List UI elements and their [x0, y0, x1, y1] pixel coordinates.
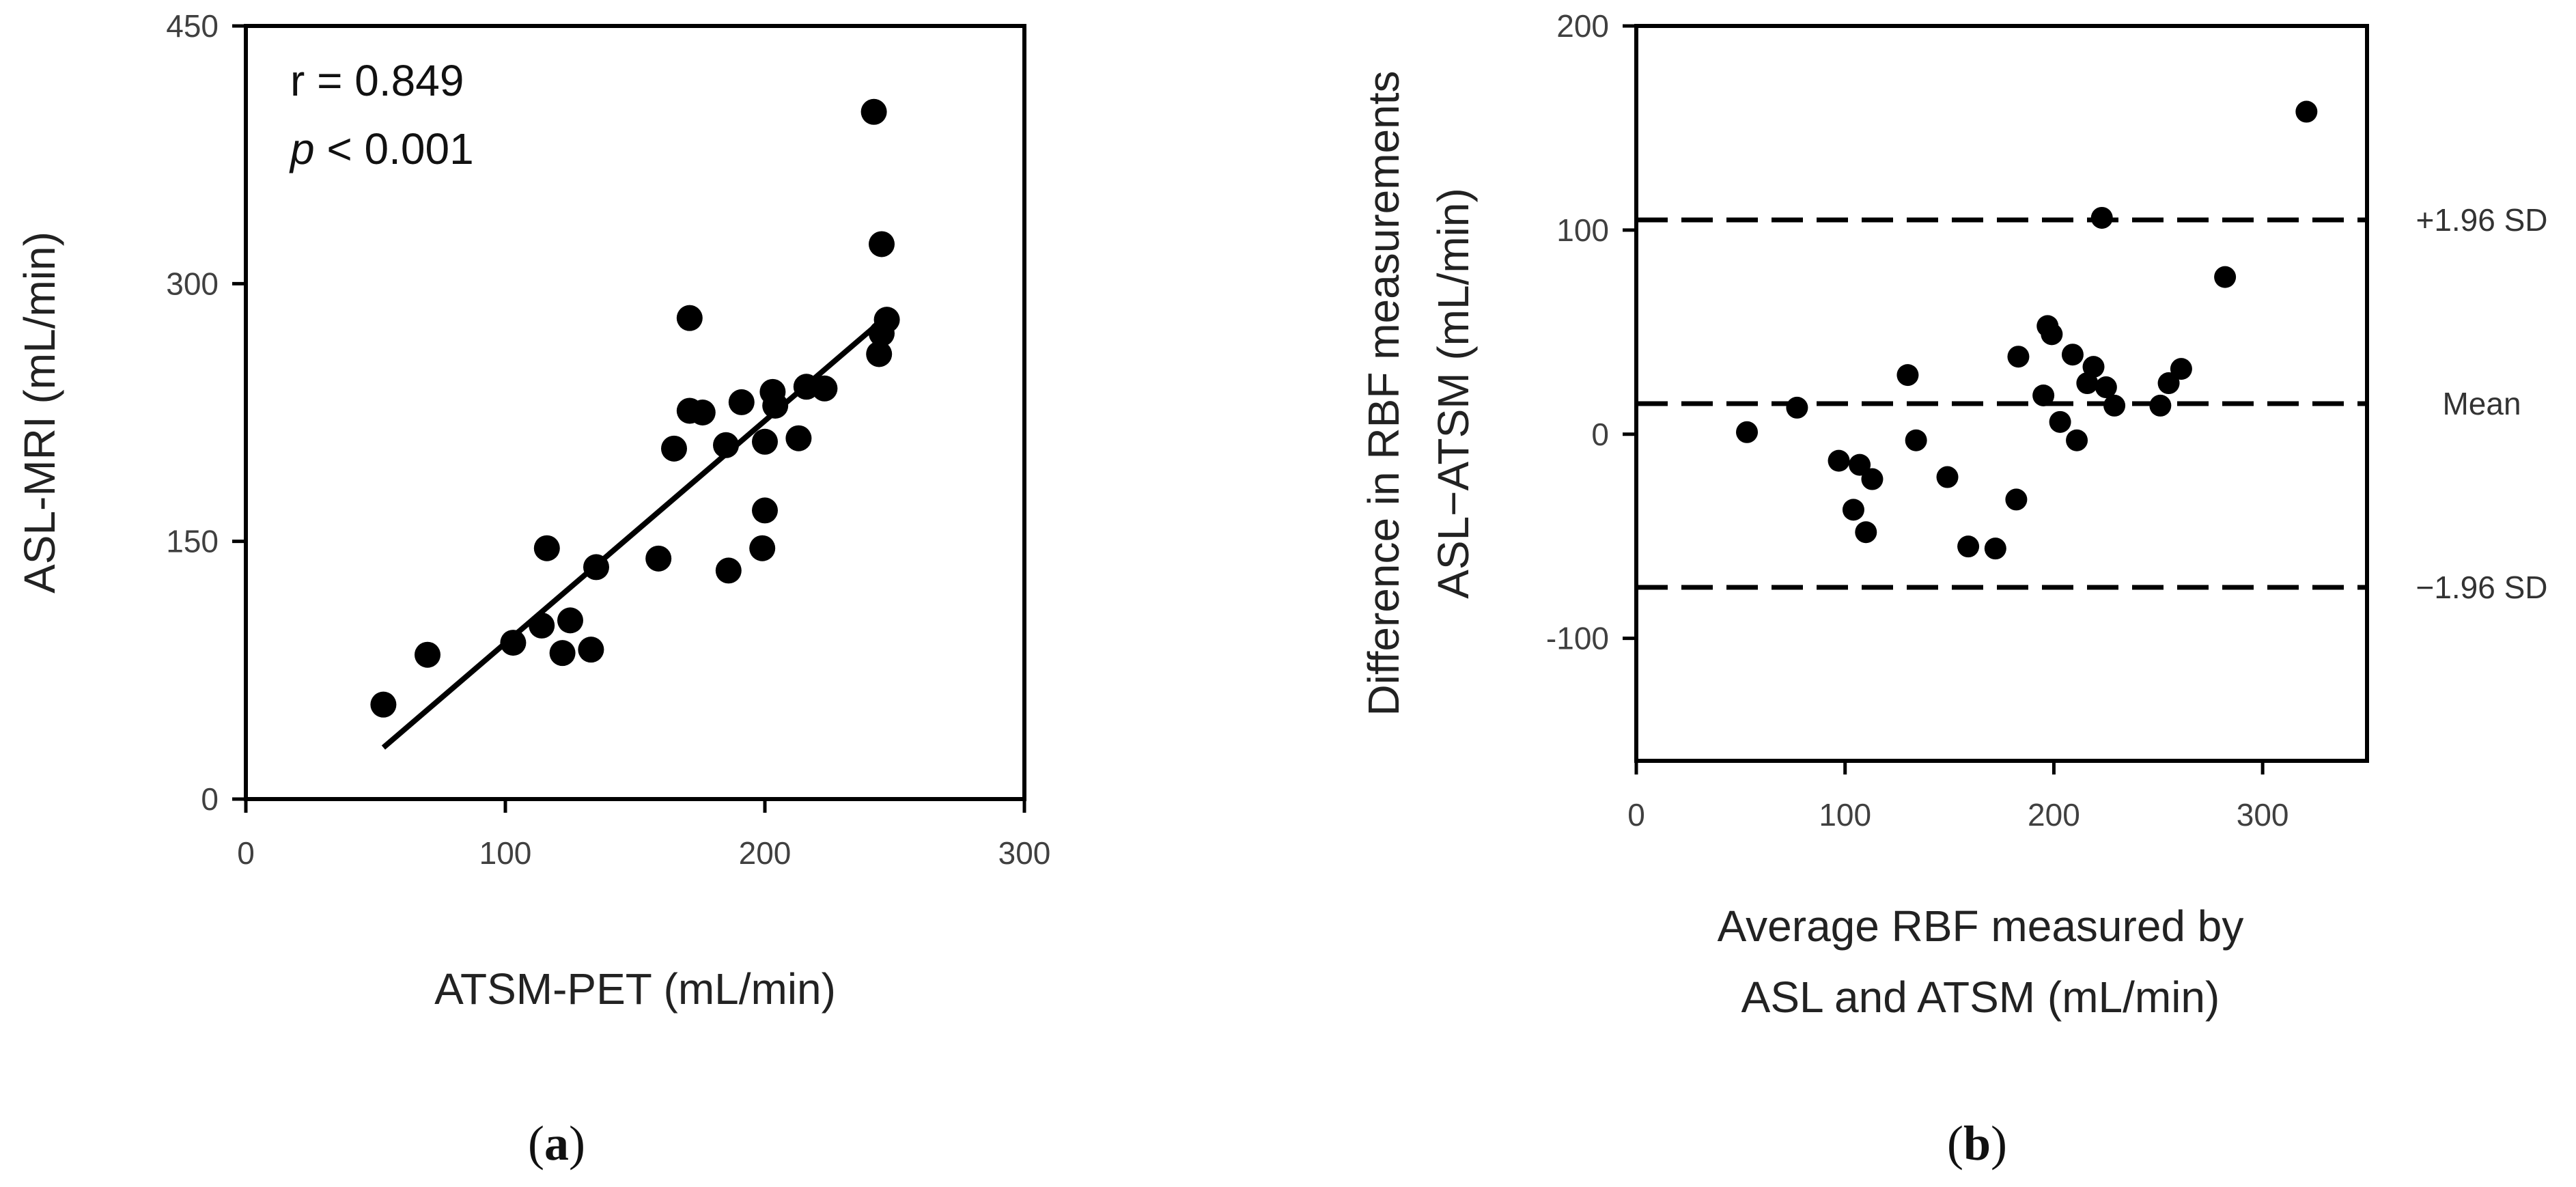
panel-b-data-point	[1855, 521, 1877, 543]
panel-b-data-point	[2103, 395, 2125, 417]
panel-b-data-point	[2041, 323, 2062, 345]
panel-a-data-point	[370, 692, 396, 718]
panel-a-label: (a)	[528, 1116, 585, 1171]
panel-b-label-letter: b	[1963, 1116, 1991, 1171]
panel-b-data-point	[1828, 450, 1850, 472]
panel-a-data-point	[645, 546, 671, 572]
panel-b-y-axis-title-line-2: ASL−ATSM (mL/min)	[1429, 188, 1478, 599]
panel-b-data-point	[2062, 344, 2084, 365]
panel-a-y-tick-label: 0	[201, 781, 219, 817]
panel-b-label: (b)	[1947, 1116, 2007, 1171]
panel-b-data-point	[1786, 397, 1808, 419]
panel-b-data-point	[2032, 385, 2054, 406]
panel-a-data-point	[811, 376, 837, 402]
panel-a-y-tick-label: 450	[166, 8, 219, 44]
panel-a-p-value: < 0.001	[315, 124, 474, 173]
panel-b-data-point	[1937, 466, 1959, 488]
panel-a-data-point	[557, 607, 583, 633]
panel-a-x-axis-title: ATSM-PET (mL/min)	[434, 964, 836, 1014]
panel-b-reference-label: Mean	[2442, 386, 2521, 421]
panel-a-y-tick-label: 300	[166, 266, 219, 301]
panel-b-data-point	[2083, 356, 2105, 378]
panel-a-data-point	[716, 557, 742, 583]
panel-b-data-point	[2091, 207, 2113, 229]
panel-a-p-symbol: p	[289, 124, 315, 173]
panel-b-y-tick-label: 100	[1556, 212, 1609, 248]
panel-a-data-point	[550, 640, 576, 666]
panel-a-y-tick-label: 150	[166, 524, 219, 559]
panel-b-y-tick-label: 200	[1556, 8, 1609, 44]
panel-b-x-axis-title-line-2: ASL and ATSM (mL/min)	[1741, 973, 2220, 1022]
panel-a-data-point	[661, 436, 687, 462]
panel-b-data-point	[1736, 421, 1758, 443]
panel-b-data-point	[2170, 358, 2192, 380]
panel-a-label-close: )	[569, 1116, 585, 1171]
panel-a-data-point	[749, 535, 775, 561]
panel-b-y-axis-title-line-1: Difference in RBF measurements	[1359, 71, 1408, 716]
panel-b-data-point	[2214, 266, 2236, 288]
panel-b-plot-frame	[1636, 26, 2367, 761]
figure: 0 100 200 300 0 150 300 450 r = 0.849 p < 0.001…	[0, 0, 2576, 1187]
panel-b-reference-label: +1.96 SD	[2416, 202, 2547, 238]
panel-b-y-tick-label: -100	[1546, 621, 1609, 656]
panel-b-data-point	[1905, 430, 1927, 451]
panel-b-data-point	[2066, 430, 2088, 451]
panel-a-data-point	[415, 642, 440, 668]
panel-b-data-point	[2005, 488, 2027, 510]
panel-a-r-annotation: r = 0.849	[290, 56, 464, 105]
panel-b-data-point	[2149, 395, 2171, 417]
panel-b-data-point	[1957, 535, 1979, 557]
panel-a-data-point	[729, 389, 755, 415]
panel-b-x-tick-label: 200	[2028, 797, 2080, 833]
panel-b-data-points	[1736, 101, 2317, 560]
panel-a-data-point	[690, 400, 716, 425]
panel-a-data-point	[785, 425, 811, 451]
panel-b-data-point	[1985, 537, 2006, 559]
panel-a-p-annotation: p < 0.001	[289, 124, 474, 173]
panel-a-data-point	[583, 554, 609, 580]
panel-b-y-tick-label: 0	[1591, 417, 1609, 452]
panel-b-label-open: (	[1947, 1116, 1963, 1171]
panel-b-bland-altman-chart: 0 100 200 300 -100 0 100 200 +1.96 SD Mean −1.96 …	[1359, 8, 2548, 1171]
panel-b-reference-lines: +1.96 SD Mean −1.96 SD	[1636, 202, 2548, 605]
panel-a-data-point	[713, 432, 739, 458]
panel-b-data-point	[2049, 411, 2071, 433]
panel-a-x-tick-label: 300	[998, 835, 1051, 871]
panel-b-tick-labels: 0 100 200 300 -100 0 100 200	[1546, 8, 2289, 833]
panel-b-x-tick-label: 100	[1819, 797, 1871, 833]
panel-a-data-point	[677, 305, 703, 331]
panel-a-data-point	[869, 231, 895, 257]
panel-b-data-point	[1843, 499, 1864, 520]
panel-a-x-tick-label: 100	[479, 835, 532, 871]
panel-a-data-point	[752, 429, 778, 455]
panel-b-x-tick-label: 300	[2237, 797, 2289, 833]
panel-a-label-letter: a	[544, 1116, 569, 1171]
panel-a-data-points	[370, 99, 899, 718]
panel-a-data-point	[752, 497, 778, 523]
panel-a-data-point	[534, 535, 560, 561]
panel-a-x-tick-label: 0	[237, 835, 255, 871]
panel-a-y-axis-title: ASL-MRI (mL/min)	[15, 232, 64, 594]
panel-a-data-point	[529, 613, 555, 639]
panel-b-x-tick-label: 0	[1627, 797, 1645, 833]
panel-b-data-point	[2295, 101, 2317, 123]
panel-b-label-close: )	[1991, 1116, 2007, 1171]
panel-a-data-point	[500, 630, 526, 656]
panel-b-data-point	[1896, 364, 1918, 386]
panel-a-data-point	[874, 307, 900, 333]
panel-b-data-point	[1861, 469, 1883, 490]
panel-a-label-open: (	[528, 1116, 544, 1171]
panel-a-data-point	[762, 393, 788, 419]
panel-b-x-axis-title-line-1: Average RBF measured by	[1718, 902, 2244, 951]
panel-b-reference-label: −1.96 SD	[2416, 570, 2547, 605]
panel-b-data-point	[2007, 346, 2029, 367]
panel-a-scatter-chart: 0 100 200 300 0 150 300 450 r = 0.849 p < 0.001…	[15, 8, 1050, 1171]
panel-a-data-point	[578, 637, 604, 662]
panel-a-data-point	[861, 99, 887, 125]
panel-a-x-tick-label: 200	[739, 835, 792, 871]
